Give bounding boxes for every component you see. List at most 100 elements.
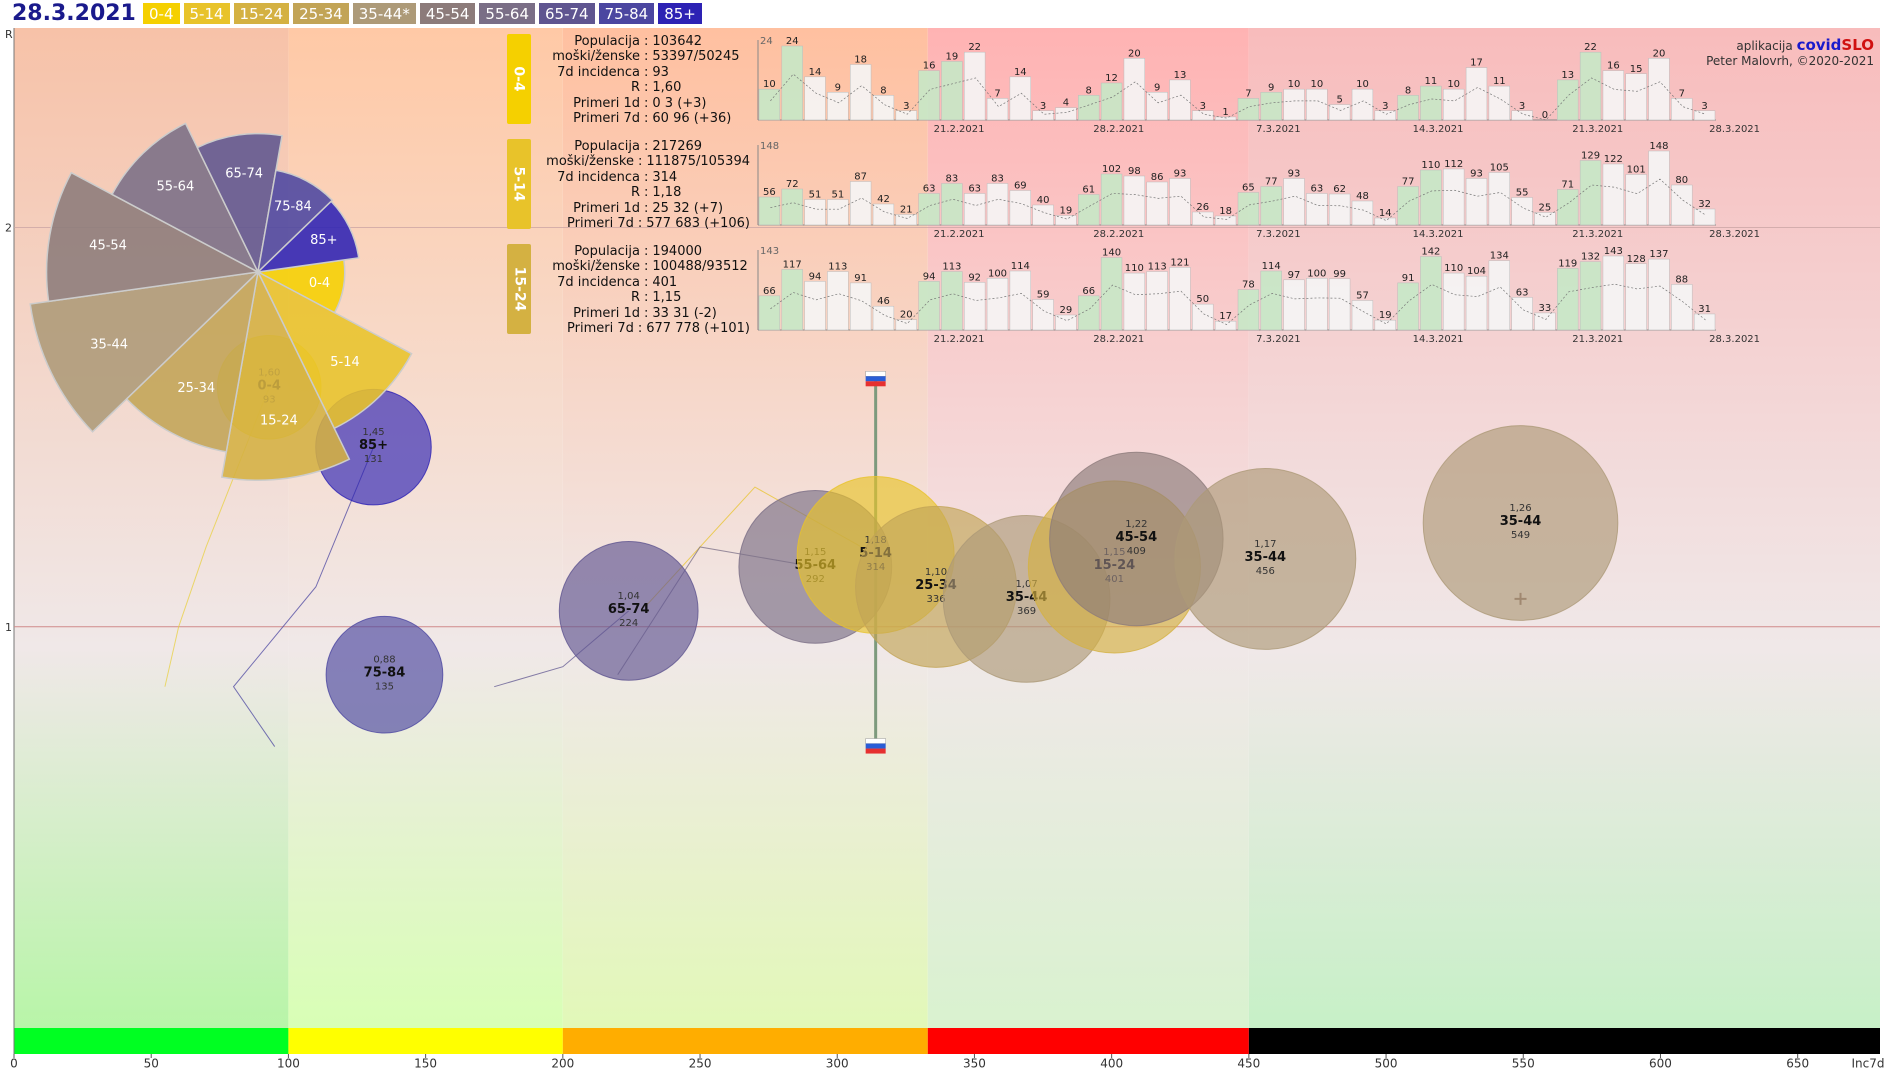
- mini-bar: [1420, 256, 1442, 331]
- bubble-r-label: 1,26: [1509, 503, 1531, 514]
- bubble-circle: [1174, 467, 1357, 650]
- info-value: 1,18: [652, 185, 682, 201]
- mini-bar-label: 87: [854, 172, 867, 183]
- mini-bar-label: 80: [1675, 175, 1688, 186]
- mini-bar-label: 22: [1584, 42, 1597, 53]
- bubble-r-label: 1,07: [1015, 579, 1037, 590]
- pie-slice-label: 15-24: [260, 414, 298, 429]
- mini-bar: [941, 271, 963, 331]
- info-value: 1,15: [652, 290, 682, 306]
- mini-bar-label: 113: [1148, 262, 1167, 273]
- mini-bar-label: 94: [809, 271, 822, 282]
- info-key: Populacija: [574, 244, 640, 259]
- mini-bar: [1625, 73, 1647, 121]
- info-key: Primeri 1d: [573, 305, 640, 321]
- mini-bar-label: 26: [1196, 202, 1209, 213]
- mini-bar-label: 19: [1060, 206, 1073, 217]
- flag-stripe: [865, 738, 886, 744]
- mini-bar-label: 19: [946, 51, 959, 62]
- mini-bar-label: 61: [1082, 185, 1095, 196]
- mini-bar: [895, 319, 917, 331]
- legend-item-75-84[interactable]: 75-84: [598, 3, 655, 24]
- mini-max-label: 143: [760, 246, 779, 257]
- mini-bar: [964, 51, 986, 121]
- mini-bar: [1511, 197, 1533, 226]
- mini-bar-label: 25: [1539, 203, 1552, 214]
- trajectory-line: [232, 446, 374, 747]
- mini-bar: [1488, 85, 1510, 121]
- info-value: 93: [652, 64, 669, 80]
- legend-item-65-74[interactable]: 65-74: [539, 3, 595, 24]
- bubble-r-label: 0,88: [373, 655, 395, 666]
- mini-bar-label: 7: [1679, 88, 1685, 99]
- mini-bar-label: 24: [786, 36, 799, 47]
- mini-bar: [1671, 184, 1693, 226]
- mini-date-label: 21.3.2021: [1572, 229, 1623, 240]
- mini-bar-label: 10: [1356, 79, 1369, 90]
- mini-bar-label: 16: [923, 61, 936, 72]
- info-value: 53397/50245: [652, 49, 740, 65]
- mini-bar: [1671, 284, 1693, 331]
- mini-bar-label: 10: [1288, 79, 1301, 90]
- mini-bar-label: 12: [1105, 73, 1118, 84]
- legend-label: 35-44*: [358, 4, 410, 23]
- legend-item-35-44[interactable]: 35-44*: [352, 3, 416, 24]
- mini-date-label: 28.3.2021: [1709, 124, 1760, 135]
- mini-bar-label: 113: [828, 262, 847, 273]
- plus-marker: [1514, 592, 1527, 605]
- legend-item-45-54[interactable]: 45-54: [419, 3, 476, 24]
- mini-date-label: 7.3.2021: [1256, 124, 1301, 135]
- legend-item-85-plus[interactable]: 85+: [658, 3, 702, 24]
- mini-bar: [1306, 193, 1328, 226]
- mini-bar-label: 14: [1379, 208, 1392, 219]
- mini-bar: [895, 214, 917, 226]
- mini-bar-label: 42: [877, 194, 890, 205]
- mini-bar: [1579, 261, 1602, 331]
- bubble-inc-label: 131: [364, 454, 383, 465]
- mini-bar-label: 78: [1242, 280, 1255, 291]
- mini-bar: [1328, 278, 1351, 331]
- mini-date-label: 7.3.2021: [1256, 334, 1301, 345]
- mini-bar-label: 63: [1516, 287, 1529, 298]
- pie-slice-label: 0-4: [309, 276, 330, 291]
- mini-bar: [1579, 51, 1602, 121]
- mini-bar-label: 3: [1382, 101, 1388, 112]
- mini-bar: [1648, 150, 1670, 226]
- info-value: 401: [652, 274, 678, 290]
- mini-bar-label: 10: [1447, 79, 1460, 90]
- mini-bar-label: 91: [1402, 273, 1415, 284]
- mini-bar: [781, 269, 803, 331]
- pie-slice-label: 5-14: [330, 355, 360, 370]
- mini-bar: [1557, 189, 1579, 226]
- mini-bar-label: 56: [763, 187, 776, 198]
- mini-bar: [1579, 160, 1602, 226]
- bubble-inc-label: 135: [375, 682, 394, 693]
- pie-slice: [220, 269, 351, 482]
- mini-date-label: 28.3.2021: [1709, 334, 1760, 345]
- legend-item-0-4[interactable]: 0-4: [143, 3, 180, 24]
- mini-bar-label: 21: [900, 205, 913, 216]
- legend-item-5-14[interactable]: 5-14: [183, 3, 230, 24]
- mini-bar: [827, 92, 849, 121]
- mini-bar: [1237, 289, 1260, 331]
- mini-bar-label: 63: [923, 184, 936, 195]
- legend-item-55-64[interactable]: 55-64: [479, 3, 536, 24]
- mini-bar: [964, 193, 986, 226]
- bubble-inc-label: 456: [1256, 566, 1275, 577]
- mini-bar-label: 3: [1040, 101, 1046, 112]
- mini-bar-label: 9: [835, 82, 841, 93]
- mini-bar: [1306, 88, 1328, 121]
- info-panel-0-4: Populacija:103642 moški/ženske:53397/502…: [500, 34, 750, 126]
- mini-bar-label: 15: [1630, 64, 1643, 75]
- legend-item-25-34[interactable]: 25-34: [293, 3, 349, 24]
- mini-bar: [895, 110, 917, 121]
- mini-bar-label: 17: [1219, 311, 1232, 322]
- legend-item-15-24[interactable]: 15-24: [233, 3, 290, 24]
- mini-bar: [1625, 174, 1647, 226]
- mini-bar: [1443, 88, 1465, 121]
- mini-bar-label: 8: [1086, 85, 1092, 96]
- mini-bar: [781, 188, 803, 226]
- mini-bar: [1351, 200, 1374, 226]
- pie-slice: [196, 132, 283, 275]
